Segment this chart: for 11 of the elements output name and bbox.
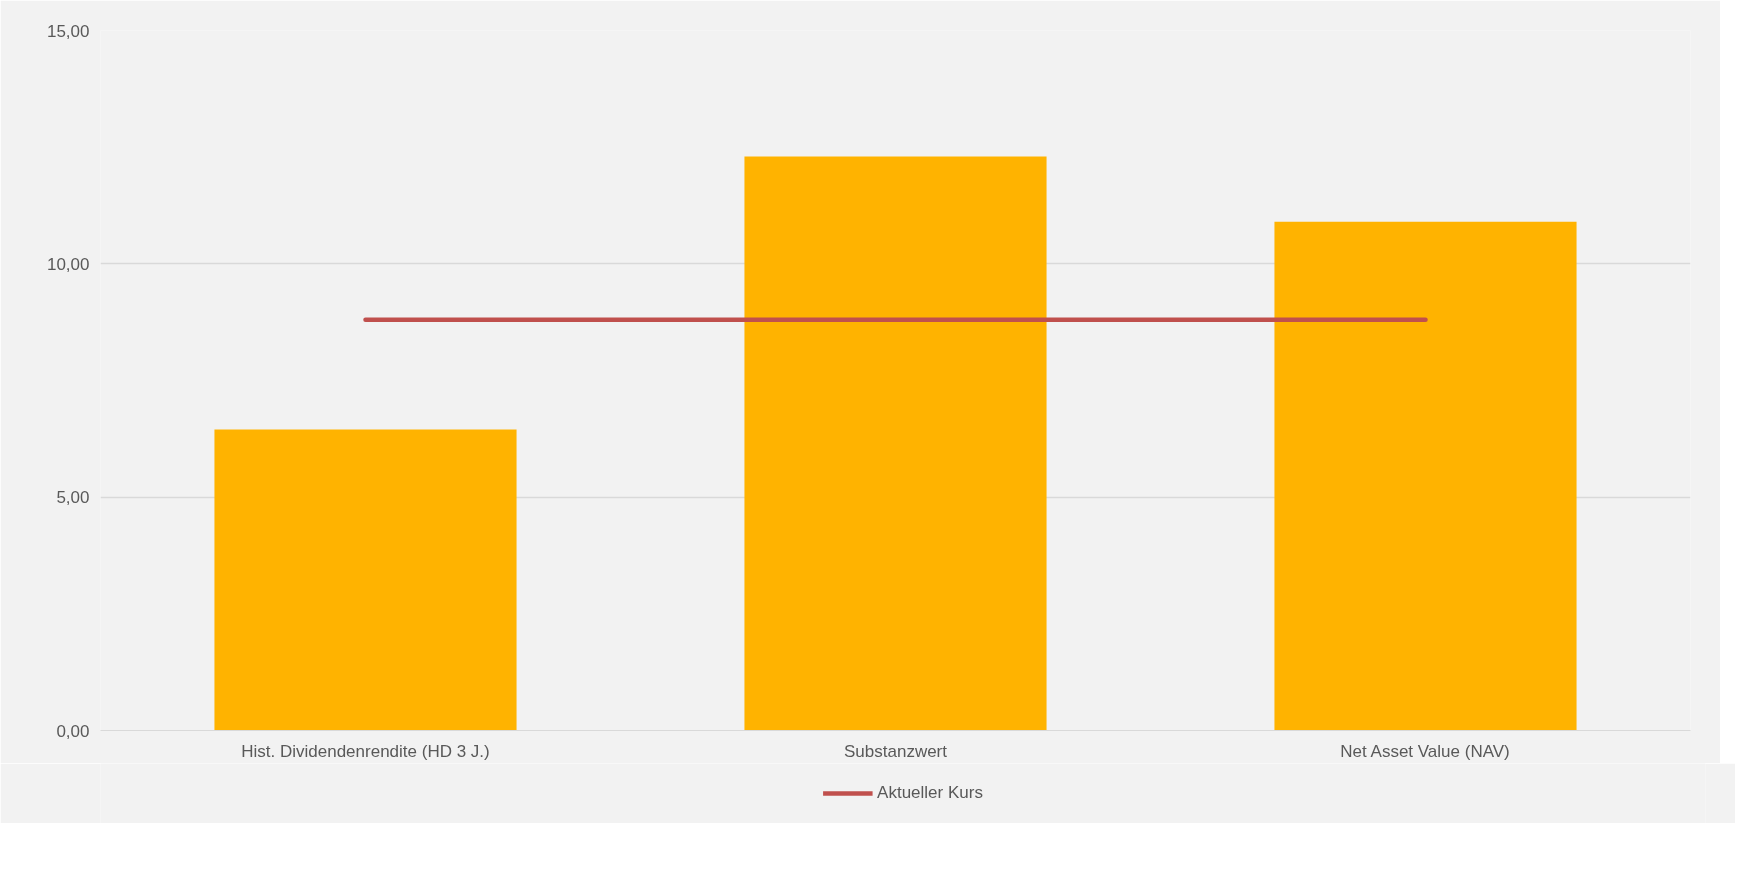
y-tick-label: 10,00 — [46, 254, 90, 274]
y-tick-label: 15,00 — [46, 21, 90, 41]
bar — [744, 156, 1047, 731]
x-tick-label: Hist. Dividendenrendite (HD 3 J.) — [241, 741, 490, 761]
bar — [214, 429, 517, 731]
bar — [1274, 221, 1577, 731]
y-tick-label: 0,00 — [56, 721, 90, 741]
x-tick-label: Substanzwert — [844, 741, 948, 761]
x-tick-label: Net Asset Value (NAV) — [1340, 741, 1510, 761]
y-tick-label: 5,00 — [56, 488, 90, 508]
legend-label: Aktueller Kurs — [877, 783, 983, 803]
